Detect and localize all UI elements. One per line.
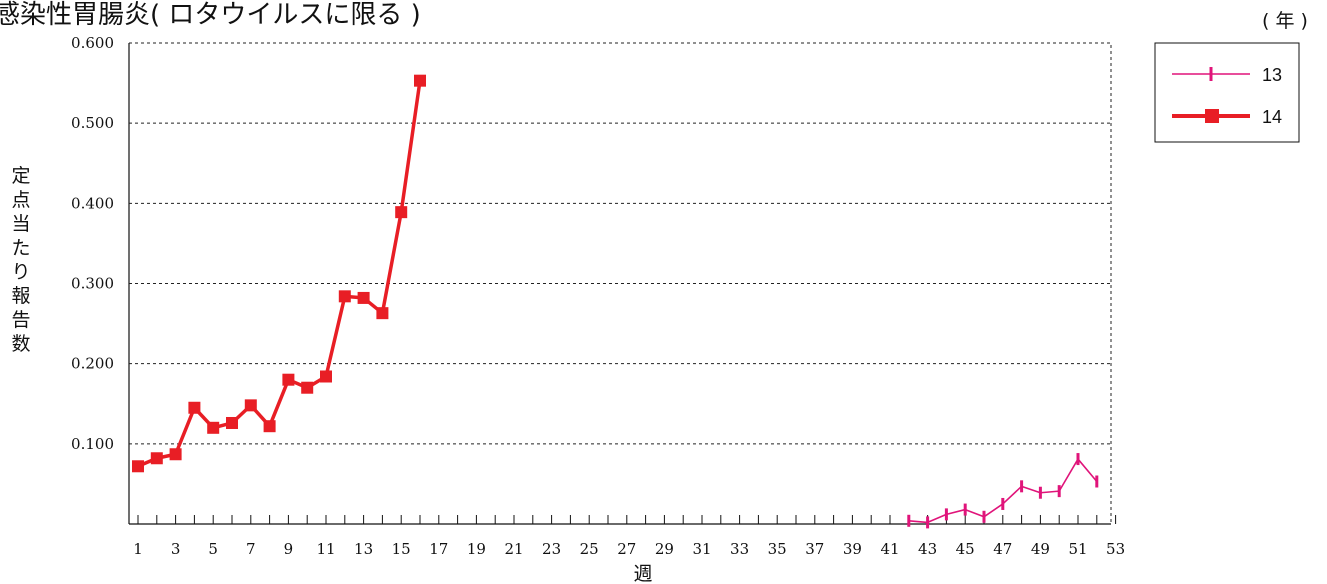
x-tick-label: 45 xyxy=(956,540,975,558)
x-tick-label: 27 xyxy=(617,540,636,558)
data-point xyxy=(357,291,370,304)
x-tick-label: 49 xyxy=(1031,540,1050,558)
x-tick-label: 25 xyxy=(580,540,599,558)
data-point xyxy=(282,373,295,386)
x-tick-label: 5 xyxy=(208,540,218,558)
x-tick-label: 11 xyxy=(316,540,335,558)
y-axis-label: 定点当たり報告数 xyxy=(11,165,30,355)
data-point xyxy=(320,370,332,383)
x-tick-label: 19 xyxy=(467,540,486,558)
data-point xyxy=(169,448,182,461)
data-point xyxy=(301,381,314,394)
x-tick-label: 29 xyxy=(655,540,674,558)
data-point xyxy=(207,421,220,434)
x-tick-label: 9 xyxy=(284,540,294,558)
x-tick-label: 33 xyxy=(730,540,749,558)
series-layer xyxy=(132,74,1099,529)
x-tick-label: 39 xyxy=(843,540,862,558)
legend-title: ( 年 ) xyxy=(1262,10,1308,32)
data-point xyxy=(188,401,201,414)
x-tick-label: 41 xyxy=(880,540,899,558)
y-tick-label: 0.100 xyxy=(71,435,114,453)
legend-box xyxy=(1154,42,1300,143)
data-point xyxy=(263,420,276,433)
x-axis-label: 週 xyxy=(633,563,652,584)
data-point xyxy=(338,290,351,303)
x-tick-label: 47 xyxy=(993,540,1012,558)
x-tick-label: 13 xyxy=(354,540,373,558)
y-tick-label: 0.500 xyxy=(71,114,114,132)
legend: 13 14 xyxy=(1154,42,1300,143)
y-tick-label: 0.300 xyxy=(71,275,114,293)
y-axis-ticks: 0.100 0.200 0.300 0.400 0.500 0.600 xyxy=(71,34,114,453)
x-tick-label: 37 xyxy=(805,540,824,558)
data-point xyxy=(244,399,257,412)
legend-items: 13 14 xyxy=(1172,65,1282,127)
x-tick-label: 1 xyxy=(133,540,143,558)
data-point xyxy=(395,206,408,219)
series-line-13 xyxy=(908,458,1098,524)
x-tick-label: 17 xyxy=(429,540,448,558)
x-tick-label: 21 xyxy=(504,540,523,558)
gridlines xyxy=(129,122,1111,445)
legend-marker-14 xyxy=(1205,109,1219,123)
series-line-14 xyxy=(137,80,422,468)
data-point xyxy=(414,74,426,87)
x-tick-label: 51 xyxy=(1068,540,1087,558)
x-tick-label: 53 xyxy=(1106,540,1125,558)
x-tick-label: 3 xyxy=(171,540,181,558)
y-tick-label: 0.400 xyxy=(71,194,114,212)
x-tick-label: 35 xyxy=(768,540,787,558)
x-tick-label: 23 xyxy=(542,540,561,558)
data-point xyxy=(150,452,163,465)
x-tick-label: 15 xyxy=(392,540,411,558)
x-axis-ticks: 1 3 5 7 9 11 13 15 17 19 21 23 25 27 29 31 33 35 37 39 41 43 4… xyxy=(133,515,1125,558)
x-tick-label: 31 xyxy=(692,540,711,558)
x-tick-label: 7 xyxy=(246,540,256,558)
chart-title: 感染性胃腸炎( ロタウイルスに限る ) xyxy=(0,0,421,30)
y-tick-label: 0.600 xyxy=(71,34,114,52)
legend-label-14: 14 xyxy=(1262,107,1282,127)
data-point xyxy=(376,307,389,320)
data-point xyxy=(226,416,238,429)
data-point xyxy=(132,460,144,473)
y-tick-label: 0.200 xyxy=(71,355,114,373)
legend-label-13: 13 xyxy=(1262,65,1282,85)
plot-area: 1 3 5 7 9 11 13 15 17 19 21 23 25 27 29 31 33 35 37 39 41 43 4… xyxy=(71,34,1125,558)
x-tick-label: 43 xyxy=(918,540,937,558)
